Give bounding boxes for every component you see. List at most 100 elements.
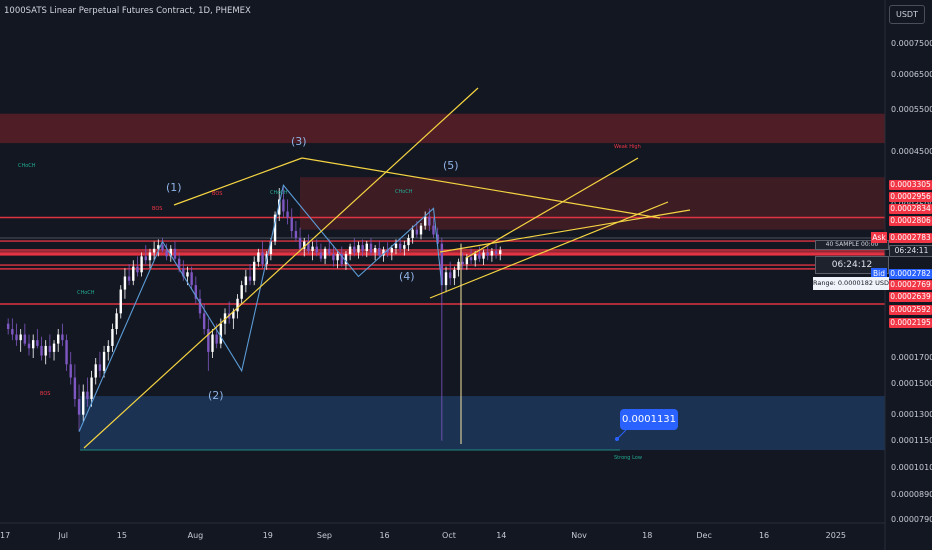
candle-body: [23, 334, 27, 344]
candle-body: [278, 199, 281, 215]
price-axis-label: 0.0001700: [891, 353, 932, 363]
candle-body: [207, 329, 210, 352]
time-axis-label: 19: [262, 531, 273, 540]
candle-body: [269, 241, 273, 255]
candle-body: [31, 340, 35, 349]
supply-zone: [0, 113, 885, 144]
candle-body: [107, 345, 110, 352]
candle-body: [65, 340, 68, 365]
candle-body: [394, 243, 398, 249]
candle-body: [157, 245, 160, 249]
candle-body: [486, 252, 489, 256]
candle-body: [411, 229, 414, 238]
candle-body: [94, 364, 97, 378]
candle-body: [52, 343, 56, 352]
bos-label: BOS: [40, 391, 51, 397]
candle-body: [474, 254, 477, 261]
candle-body: [27, 343, 31, 349]
candle-body: [44, 345, 47, 356]
candle-body: [86, 391, 89, 400]
candle-body: [348, 246, 352, 255]
candle-body: [286, 211, 289, 218]
time-axis-label: 15: [116, 531, 127, 540]
price-level-tag: 0.0002806: [889, 216, 932, 226]
countdown-tag: 06:24:11: [889, 245, 932, 257]
candle-body: [36, 340, 39, 346]
price-level-tag: 0.0003305: [889, 180, 932, 190]
candle-body: [186, 272, 189, 277]
range-readout: Range: 0.0000182 USDT: [813, 277, 889, 290]
candle-body: [219, 323, 223, 344]
candle-body: [490, 251, 494, 256]
candle-body: [390, 248, 394, 253]
candle-body: [382, 249, 385, 256]
candle-body: [215, 334, 218, 344]
candle-body: [494, 251, 498, 255]
candle-body: [111, 329, 114, 346]
candle-body: [73, 377, 77, 400]
choch-label: CHoCH: [18, 163, 36, 169]
candle-body: [152, 248, 156, 253]
candle-body: [257, 252, 260, 262]
candle-body: [253, 261, 256, 281]
price-axis-label: 0.0000890: [891, 489, 932, 499]
candle-body: [127, 276, 131, 281]
time-axis-label: Dec: [696, 531, 712, 540]
candle-body: [340, 254, 343, 265]
time-axis-label: Oct: [442, 531, 456, 540]
trend-line: [465, 157, 639, 259]
trend-line: [83, 87, 479, 449]
candle-body: [465, 257, 469, 265]
candle-body: [77, 399, 81, 415]
ask-label: Ask: [871, 232, 887, 243]
price-axis-label: 0.0000790: [891, 515, 932, 524]
price-level-tag: 0.0002834: [889, 204, 932, 214]
time-axis-label: 18: [642, 531, 653, 540]
candle-body: [361, 245, 364, 252]
countdown-box: 06:24:12: [815, 256, 889, 274]
currency-selector[interactable]: USDT: [889, 5, 925, 24]
choch-label: CHoCH: [270, 190, 288, 196]
candle-body: [419, 225, 423, 235]
candle-body: [403, 245, 406, 249]
wave-label-2: (2): [208, 389, 224, 402]
time-axis-label: 2025: [825, 531, 847, 540]
supply-zone: [300, 177, 885, 230]
candle-body: [444, 272, 448, 286]
time-axis-label: 16: [758, 531, 770, 540]
candle-body: [482, 252, 485, 259]
candle-body: [102, 351, 106, 371]
candle-body: [373, 248, 377, 253]
candle-body: [173, 248, 177, 259]
time-axis-label: 14: [496, 531, 507, 540]
candle-body: [148, 252, 152, 261]
candle-body: [436, 234, 439, 244]
candle-body: [15, 334, 18, 341]
candle-body: [448, 272, 452, 279]
candle-body: [290, 217, 293, 232]
candle-body: [332, 254, 335, 261]
time-axis-label: Aug: [187, 531, 204, 540]
candle-body: [190, 272, 193, 286]
candle-body: [440, 243, 444, 286]
wave-label-5: (5): [443, 159, 459, 172]
trend-line: [429, 201, 669, 299]
candle-body: [244, 276, 248, 286]
candle-body: [198, 298, 202, 314]
candle-body: [69, 364, 72, 378]
candle-body: [344, 254, 348, 265]
choch-label: CHoCH: [77, 290, 95, 296]
candle-body: [478, 254, 481, 259]
candle-body: [211, 334, 214, 352]
target-price-label[interactable]: 0.0001131: [620, 409, 678, 430]
bos-label: BOS: [212, 191, 223, 197]
candle-body: [232, 311, 235, 319]
chart-title: 1000SATS Linear Perpetual Futures Contra…: [4, 6, 251, 16]
candle-body: [82, 391, 85, 415]
candle-body: [432, 225, 435, 235]
candle-body: [357, 245, 360, 253]
position-info: 40 SAMPLE 00:00: [815, 240, 889, 250]
trend-line: [301, 157, 661, 219]
